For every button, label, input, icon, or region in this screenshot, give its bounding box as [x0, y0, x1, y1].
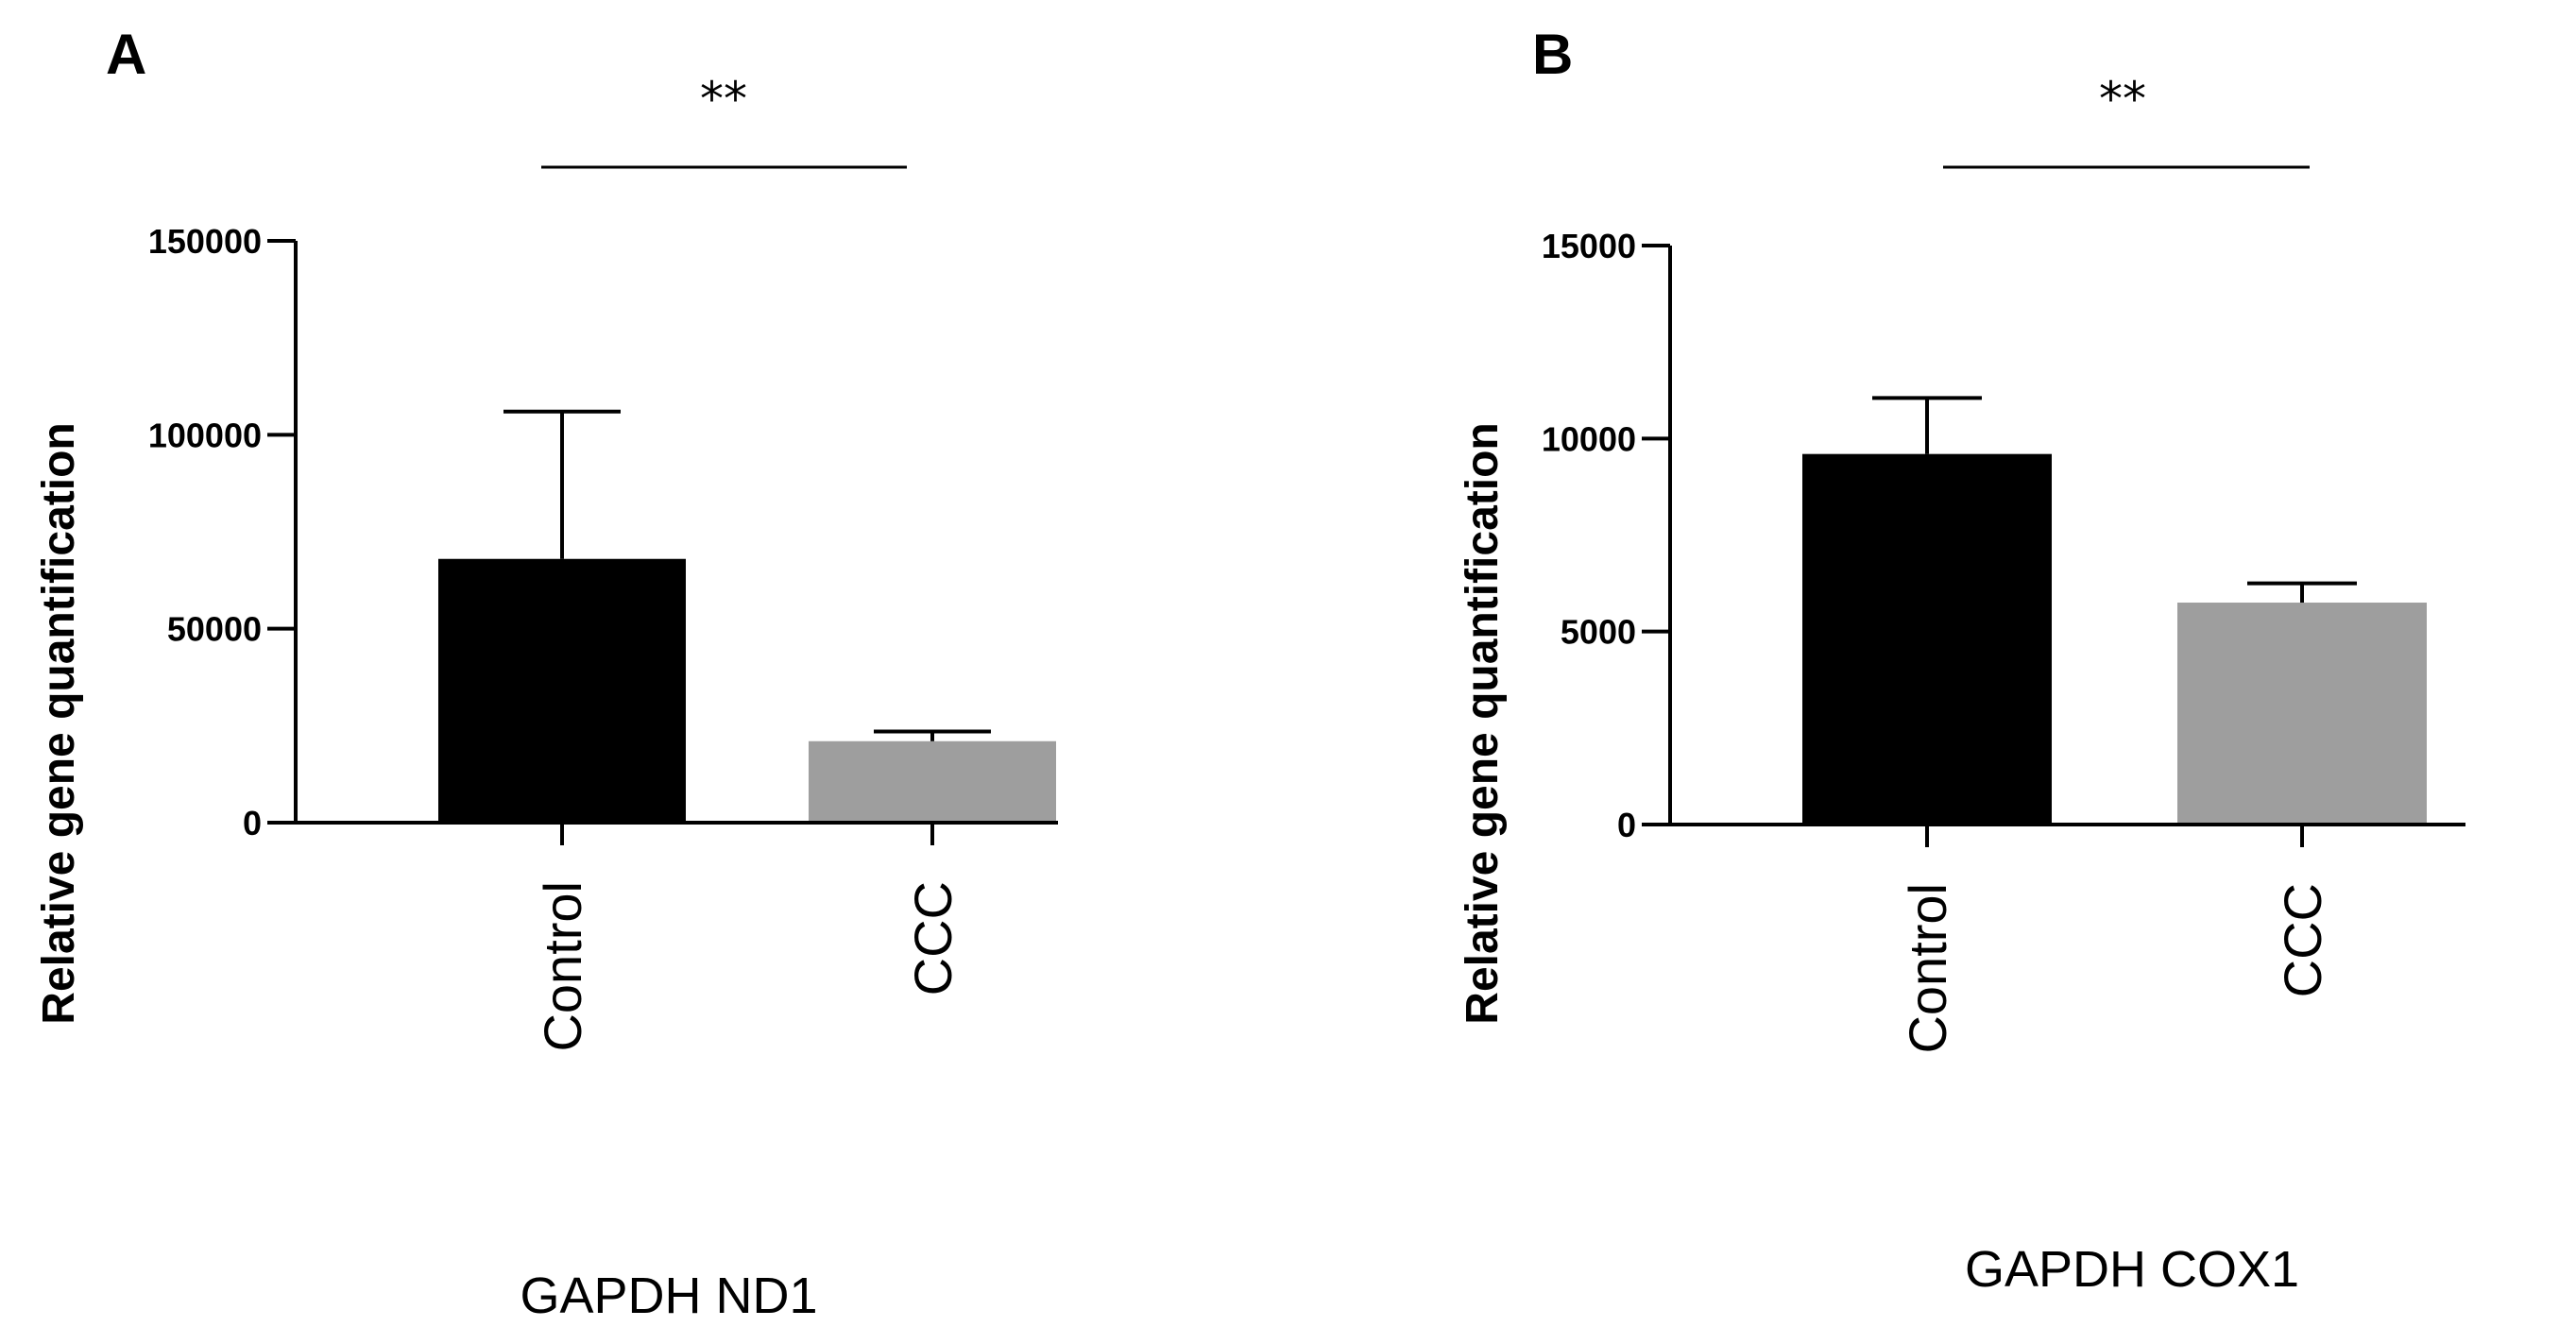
significance-label: **	[2099, 72, 2146, 127]
bar-control	[1802, 453, 2052, 825]
x-axis-caption: GAPDH ND1	[520, 1267, 817, 1324]
y-axis-label: Relative gene quantification	[34, 422, 84, 1024]
plot-area: 0 5000 10000 15000 Control CCC	[1542, 227, 2465, 1054]
panel-letter: A	[106, 23, 146, 86]
x-tick-label-control: Control	[1898, 883, 1957, 1054]
error-bar-ccc	[874, 729, 991, 741]
error-bar-ccc	[2247, 581, 2357, 604]
y-tick-label: 15000	[1542, 227, 1636, 265]
plot-area: 0 50000 100000 150000 Control CCC	[148, 222, 1058, 1052]
error-bar-control	[1872, 396, 1982, 454]
significance-label: **	[700, 72, 747, 127]
bar-ccc	[2177, 603, 2427, 825]
panel-b: B ** Relative gene quantification GAPDH …	[1458, 23, 2465, 1298]
y-tick-label: 10000	[1542, 419, 1636, 458]
y-tick-label: 150000	[148, 222, 262, 261]
x-tick-label-ccc: CCC	[2273, 883, 2332, 997]
bar-ccc	[809, 740, 1056, 823]
y-tick-label: 0	[1617, 806, 1636, 844]
error-bar-control	[503, 409, 621, 559]
panel-a: A ** Relative gene quantification GAPDH …	[34, 23, 1058, 1324]
y-axis-label: Relative gene quantification	[1458, 422, 1508, 1024]
y-tick-label: 0	[243, 804, 262, 842]
y-tick-label: 50000	[167, 610, 262, 649]
y-tick-label: 5000	[1561, 613, 1636, 652]
x-axis-caption: GAPDH COX1	[1965, 1241, 2299, 1298]
x-tick-label-ccc: CCC	[903, 881, 963, 995]
panel-letter: B	[1532, 23, 1573, 86]
bar-control	[438, 558, 686, 823]
y-tick-label: 100000	[148, 416, 262, 454]
x-tick-label-control: Control	[533, 881, 592, 1052]
